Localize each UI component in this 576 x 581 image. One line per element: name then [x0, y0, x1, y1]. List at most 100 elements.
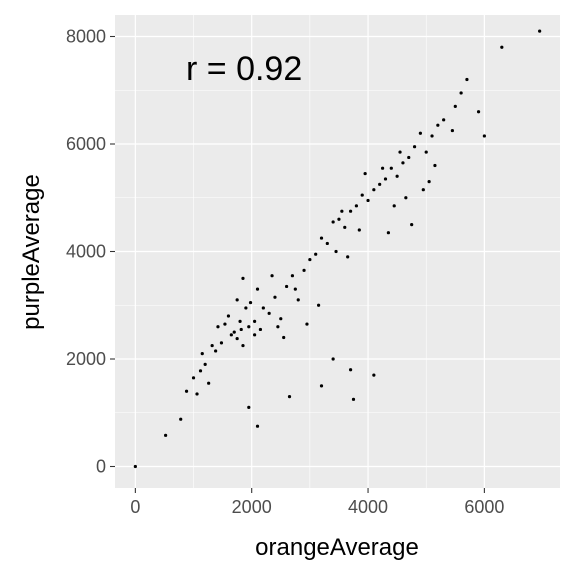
data-point	[372, 188, 376, 192]
data-point	[436, 123, 440, 127]
x-tick-label: 2000	[232, 497, 272, 517]
data-point	[179, 417, 183, 421]
data-point	[316, 303, 321, 307]
data-point	[500, 45, 504, 49]
data-point	[229, 333, 233, 337]
data-point	[319, 384, 324, 388]
data-point	[191, 376, 196, 380]
data-point	[430, 134, 434, 138]
data-point	[450, 128, 454, 133]
data-point	[348, 209, 353, 213]
data-point	[232, 330, 236, 334]
data-point	[285, 284, 289, 289]
data-point	[305, 322, 309, 326]
data-point	[334, 249, 338, 254]
data-point	[276, 325, 280, 329]
data-point	[418, 131, 422, 135]
data-point	[427, 180, 431, 184]
y-tick-label: 2000	[66, 349, 106, 369]
data-point	[395, 174, 399, 178]
data-point	[207, 381, 211, 385]
data-point	[348, 368, 353, 372]
y-axis-title: purpleAverage	[18, 174, 45, 330]
data-point	[412, 145, 417, 149]
data-point	[383, 177, 388, 181]
data-point	[241, 343, 245, 348]
data-point	[270, 274, 274, 278]
data-point	[389, 166, 393, 170]
y-axis-ticks: 0 2000 4000 6000 8000	[66, 27, 115, 477]
data-point	[314, 252, 318, 256]
data-point	[407, 155, 411, 160]
data-point	[216, 325, 220, 329]
data-point	[337, 217, 341, 221]
data-point	[239, 327, 243, 332]
data-point	[235, 336, 239, 341]
data-point	[459, 91, 463, 95]
data-point	[476, 110, 481, 114]
data-point	[255, 287, 260, 291]
x-tick-label: 4000	[348, 497, 388, 517]
data-point	[421, 188, 425, 192]
data-point	[293, 287, 297, 291]
data-point	[331, 357, 335, 361]
y-tick-label: 6000	[66, 134, 106, 154]
data-point	[273, 295, 277, 299]
data-point	[308, 257, 312, 262]
x-tick-label: 0	[130, 497, 140, 517]
data-point	[366, 198, 370, 203]
data-point	[319, 236, 324, 240]
data-point	[253, 319, 257, 323]
data-point	[287, 395, 292, 399]
data-point	[133, 464, 137, 469]
data-point	[279, 317, 283, 321]
data-point	[282, 335, 286, 340]
data-point	[346, 255, 350, 259]
data-point	[331, 220, 335, 224]
data-point	[453, 104, 457, 108]
data-point	[380, 166, 385, 170]
data-point	[184, 389, 189, 393]
y-tick-label: 8000	[66, 27, 106, 47]
data-point	[465, 77, 469, 82]
data-point	[351, 397, 356, 401]
points-layer	[133, 29, 542, 469]
x-axis-ticks: 0 2000 4000 6000	[130, 488, 504, 517]
data-point	[482, 134, 486, 138]
data-point	[433, 163, 437, 168]
data-point	[238, 319, 242, 323]
data-point	[247, 405, 251, 409]
data-point	[325, 241, 329, 246]
data-point	[267, 311, 271, 315]
data-point	[247, 325, 251, 329]
data-point	[343, 225, 347, 229]
data-point	[392, 204, 396, 208]
data-point	[357, 228, 361, 232]
data-point	[195, 392, 199, 396]
data-point	[223, 322, 227, 326]
data-point	[226, 314, 231, 318]
data-point	[404, 196, 408, 200]
x-tick-label: 6000	[464, 497, 504, 517]
data-point	[378, 182, 382, 186]
data-point	[290, 274, 295, 278]
x-axis-title: orangeAverage	[255, 534, 419, 561]
data-point	[244, 306, 248, 310]
data-point	[401, 161, 405, 165]
data-point	[203, 362, 207, 366]
data-point	[386, 231, 390, 235]
data-point	[538, 29, 542, 33]
data-point	[164, 433, 168, 437]
y-tick-label: 0	[96, 457, 106, 477]
data-point	[255, 424, 260, 428]
data-point	[340, 209, 344, 213]
data-point	[241, 276, 245, 280]
data-point	[248, 300, 253, 305]
data-point	[302, 268, 306, 272]
y-tick-label: 4000	[66, 242, 106, 262]
data-point	[360, 193, 364, 197]
data-point	[398, 150, 402, 154]
data-point	[372, 373, 376, 377]
